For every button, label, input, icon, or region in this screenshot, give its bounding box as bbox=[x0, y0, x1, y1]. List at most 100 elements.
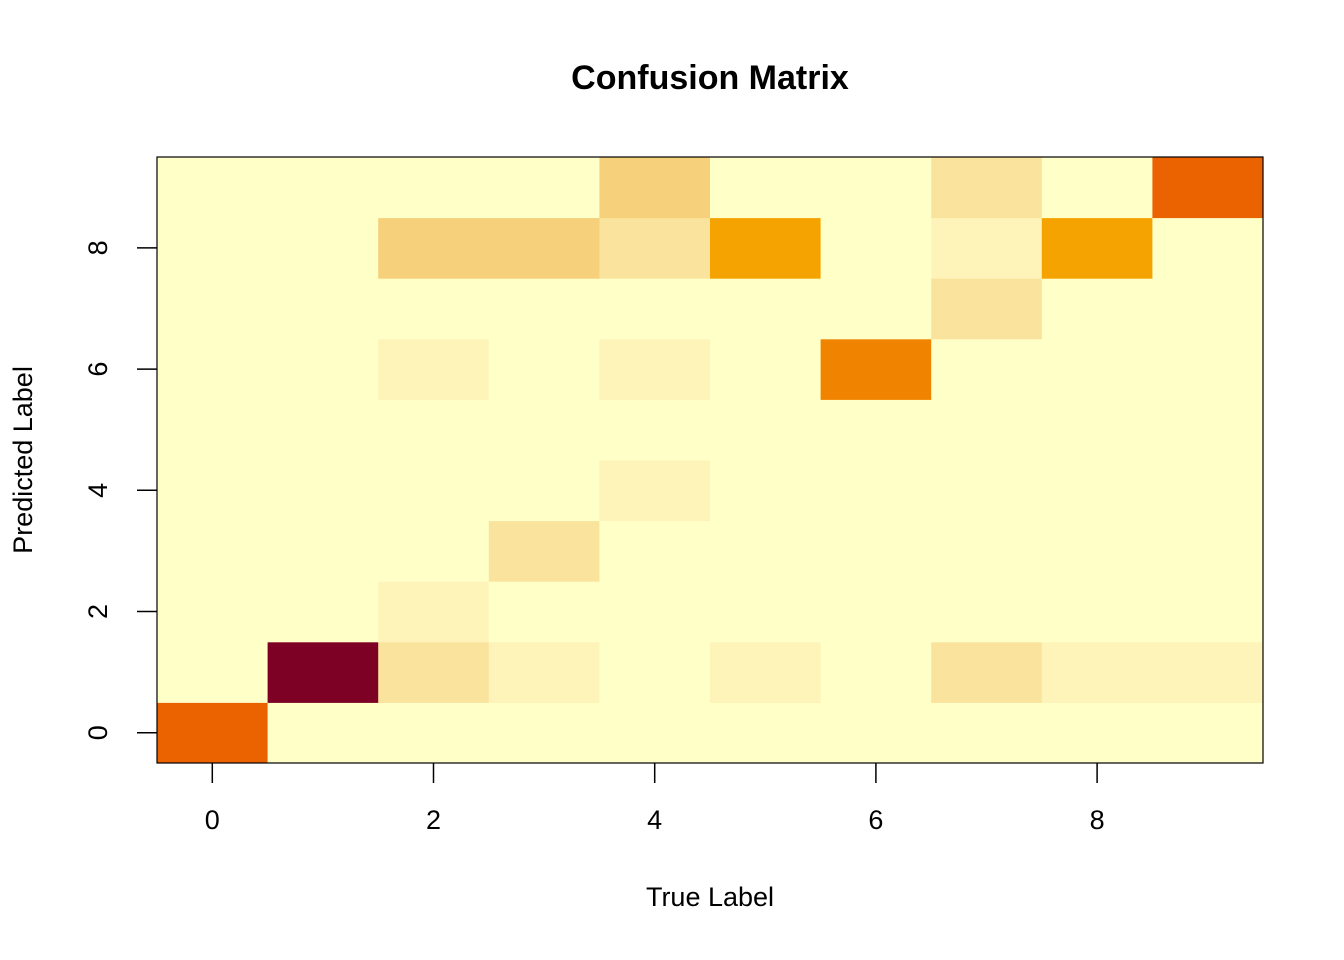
x-axis-label: True Label bbox=[646, 882, 774, 912]
heat-cell bbox=[820, 338, 932, 400]
heat-cell bbox=[931, 399, 1043, 461]
heat-cell bbox=[157, 702, 269, 764]
heat-cell bbox=[488, 217, 600, 279]
heat-cell bbox=[599, 278, 711, 340]
heat-cell bbox=[488, 157, 600, 219]
heat-cell bbox=[931, 641, 1043, 703]
heat-cell bbox=[378, 460, 490, 522]
x-tick-label: 6 bbox=[868, 805, 883, 835]
heat-cell bbox=[1041, 157, 1153, 219]
heat-cell bbox=[157, 581, 269, 643]
heat-cell bbox=[488, 581, 600, 643]
heat-cell bbox=[157, 157, 269, 219]
x-tick-label: 0 bbox=[205, 805, 220, 835]
heat-cell bbox=[599, 641, 711, 703]
heat-cell bbox=[267, 157, 379, 219]
heat-cell bbox=[820, 460, 932, 522]
heat-cell bbox=[820, 217, 932, 279]
heat-cell bbox=[267, 278, 379, 340]
heat-cell bbox=[378, 702, 490, 764]
heat-cell bbox=[931, 520, 1043, 582]
heat-cell bbox=[599, 157, 711, 219]
heat-cell bbox=[488, 702, 600, 764]
heat-cell bbox=[820, 581, 932, 643]
y-tick-label: 8 bbox=[83, 240, 113, 255]
heat-cell bbox=[1152, 460, 1264, 522]
heat-cell bbox=[488, 520, 600, 582]
x-tick-label: 2 bbox=[426, 805, 441, 835]
x-tick-label: 4 bbox=[647, 805, 662, 835]
heat-cell bbox=[710, 399, 822, 461]
y-tick-label: 6 bbox=[83, 362, 113, 377]
heat-cell bbox=[488, 641, 600, 703]
heat-cell bbox=[378, 520, 490, 582]
heat-cell bbox=[1152, 157, 1264, 219]
heat-cell bbox=[599, 581, 711, 643]
heat-cell bbox=[157, 641, 269, 703]
heat-cell bbox=[157, 399, 269, 461]
heat-cell bbox=[378, 338, 490, 400]
heat-cell bbox=[599, 460, 711, 522]
heat-cell bbox=[378, 641, 490, 703]
heat-cell bbox=[710, 460, 822, 522]
heat-cell bbox=[378, 399, 490, 461]
heat-cell bbox=[488, 399, 600, 461]
heat-cell bbox=[710, 157, 822, 219]
heat-cell bbox=[820, 520, 932, 582]
heat-cell bbox=[710, 278, 822, 340]
heat-cell bbox=[267, 702, 379, 764]
heat-cell bbox=[820, 157, 932, 219]
heat-cell bbox=[710, 702, 822, 764]
heat-cell bbox=[267, 217, 379, 279]
y-tick-label: 2 bbox=[83, 604, 113, 619]
heat-cell bbox=[1152, 217, 1264, 279]
heat-cell bbox=[267, 520, 379, 582]
heat-cell bbox=[820, 399, 932, 461]
heat-cell bbox=[931, 338, 1043, 400]
heat-cell bbox=[710, 581, 822, 643]
heat-cell bbox=[599, 399, 711, 461]
heat-cell bbox=[1041, 338, 1153, 400]
heat-cell bbox=[710, 217, 822, 279]
heat-cell bbox=[820, 702, 932, 764]
heat-cell bbox=[931, 581, 1043, 643]
heat-cell bbox=[1152, 399, 1264, 461]
heat-cell bbox=[1041, 278, 1153, 340]
chart-title: Confusion Matrix bbox=[571, 59, 849, 97]
heat-cell bbox=[157, 217, 269, 279]
heat-cell bbox=[931, 702, 1043, 764]
heat-cell bbox=[157, 460, 269, 522]
y-axis-label: Predicted Label bbox=[8, 366, 38, 554]
heat-cell bbox=[931, 278, 1043, 340]
heat-cell bbox=[1041, 520, 1153, 582]
heat-cell bbox=[710, 338, 822, 400]
heat-cell bbox=[1041, 460, 1153, 522]
heat-cell bbox=[1041, 641, 1153, 703]
x-tick-label: 8 bbox=[1090, 805, 1105, 835]
heat-cell bbox=[157, 520, 269, 582]
heat-cell bbox=[488, 338, 600, 400]
heat-cell bbox=[267, 641, 379, 703]
heat-cell bbox=[378, 581, 490, 643]
heat-cell bbox=[1152, 278, 1264, 340]
y-tick-label: 0 bbox=[83, 725, 113, 740]
heat-cell bbox=[599, 217, 711, 279]
heat-cell bbox=[1152, 581, 1264, 643]
heat-cell bbox=[378, 157, 490, 219]
heat-cell bbox=[1041, 217, 1153, 279]
heat-cell bbox=[267, 399, 379, 461]
heat-cell bbox=[1041, 399, 1153, 461]
heat-cell bbox=[931, 460, 1043, 522]
heat-cell bbox=[378, 278, 490, 340]
y-tick-label: 4 bbox=[83, 483, 113, 498]
heat-cell bbox=[599, 338, 711, 400]
heat-cell bbox=[378, 217, 490, 279]
heat-cell bbox=[1152, 338, 1264, 400]
heat-cell bbox=[1152, 702, 1264, 764]
heat-cell bbox=[820, 641, 932, 703]
plot-frame bbox=[156, 156, 1264, 764]
heat-cell bbox=[710, 641, 822, 703]
heat-cell bbox=[1041, 702, 1153, 764]
heat-cell bbox=[488, 460, 600, 522]
